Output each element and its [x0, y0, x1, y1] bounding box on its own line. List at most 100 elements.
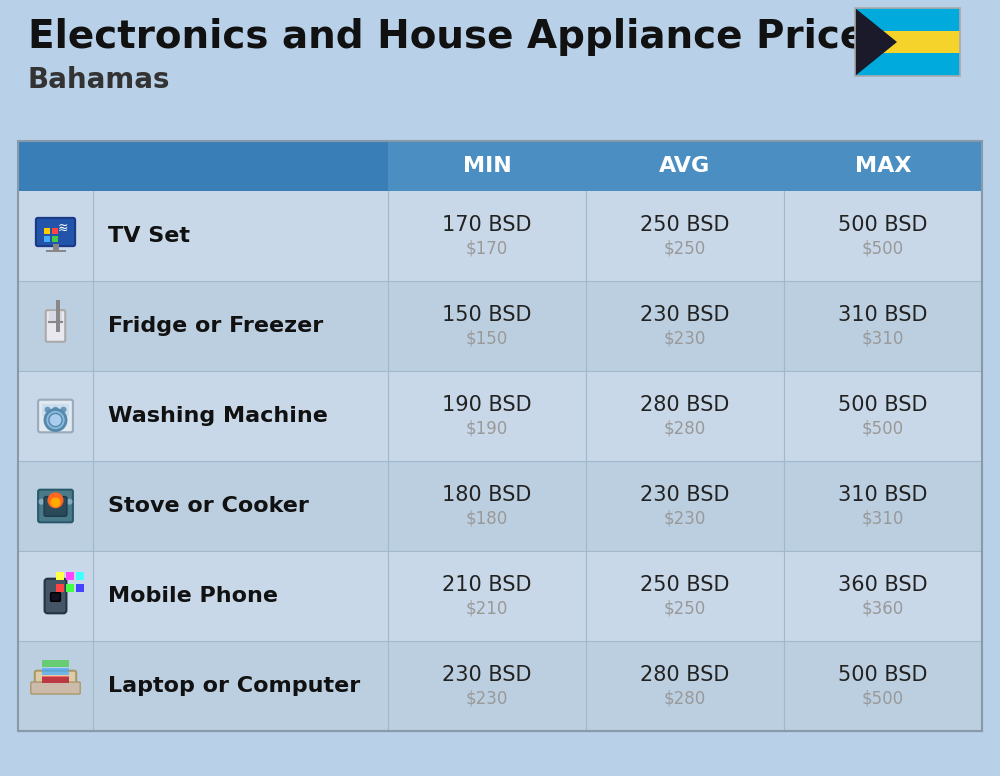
Bar: [42, 404, 69, 416]
Text: 500 BSD: 500 BSD: [838, 665, 928, 685]
Bar: [44, 236, 50, 242]
Text: 170 BSD: 170 BSD: [442, 215, 532, 235]
Bar: [18, 371, 982, 461]
Circle shape: [38, 499, 44, 504]
Text: $250: $250: [664, 240, 706, 258]
Text: ≋: ≋: [58, 221, 68, 234]
Text: $310: $310: [862, 330, 904, 348]
Text: $310: $310: [862, 510, 904, 528]
Text: $500: $500: [862, 690, 904, 708]
Text: Washing Machine: Washing Machine: [108, 406, 328, 426]
Text: 210 BSD: 210 BSD: [442, 575, 532, 595]
FancyBboxPatch shape: [38, 400, 73, 432]
Text: 310 BSD: 310 BSD: [838, 485, 928, 505]
Bar: [18, 461, 982, 551]
Bar: [42, 668, 69, 675]
Text: MAX: MAX: [855, 156, 911, 176]
Bar: [49, 311, 62, 322]
Circle shape: [49, 414, 62, 427]
Text: $230: $230: [664, 510, 706, 528]
Text: 230 BSD: 230 BSD: [640, 485, 730, 505]
Text: Fridge or Freezer: Fridge or Freezer: [108, 316, 323, 336]
Bar: [76, 584, 84, 592]
Text: TV Set: TV Set: [108, 226, 190, 246]
Bar: [44, 228, 50, 234]
Text: 230 BSD: 230 BSD: [442, 665, 532, 685]
Bar: [52, 244, 58, 250]
Circle shape: [45, 410, 66, 431]
Text: Stove or Cooker: Stove or Cooker: [108, 496, 309, 516]
Bar: [18, 281, 982, 371]
Text: 230 BSD: 230 BSD: [640, 305, 730, 325]
Text: $190: $190: [466, 420, 508, 438]
FancyBboxPatch shape: [35, 670, 76, 689]
FancyBboxPatch shape: [31, 682, 80, 694]
Bar: [18, 191, 982, 281]
Circle shape: [66, 499, 72, 504]
Text: $230: $230: [466, 690, 508, 708]
Text: 500 BSD: 500 BSD: [838, 395, 928, 415]
Text: $250: $250: [664, 600, 706, 618]
Bar: [18, 641, 982, 731]
Bar: [18, 551, 982, 641]
Text: 250 BSD: 250 BSD: [640, 575, 730, 595]
Bar: [855, 8, 960, 76]
Text: $360: $360: [862, 600, 904, 618]
Bar: [52, 236, 58, 242]
Bar: [42, 676, 69, 683]
Bar: [18, 141, 982, 731]
Text: 190 BSD: 190 BSD: [442, 395, 532, 415]
Bar: [66, 573, 74, 580]
Text: $280: $280: [664, 690, 706, 708]
Text: 310 BSD: 310 BSD: [838, 305, 928, 325]
Bar: [66, 584, 74, 592]
FancyBboxPatch shape: [46, 310, 65, 341]
FancyBboxPatch shape: [38, 490, 73, 522]
Bar: [855, 54, 960, 76]
Text: AVG: AVG: [659, 156, 711, 176]
FancyBboxPatch shape: [36, 218, 75, 246]
Bar: [56, 300, 60, 314]
Circle shape: [52, 407, 58, 413]
Circle shape: [44, 407, 50, 413]
Text: 180 BSD: 180 BSD: [442, 485, 532, 505]
Text: $180: $180: [466, 510, 508, 528]
Bar: [18, 141, 982, 191]
Text: 500 BSD: 500 BSD: [838, 215, 928, 235]
Circle shape: [58, 499, 64, 504]
Bar: [855, 31, 960, 54]
Text: 150 BSD: 150 BSD: [442, 305, 532, 325]
FancyBboxPatch shape: [44, 497, 67, 516]
Text: 360 BSD: 360 BSD: [838, 575, 928, 595]
Bar: [56, 573, 64, 580]
Bar: [18, 141, 388, 191]
Text: Mobile Phone: Mobile Phone: [108, 586, 278, 606]
FancyBboxPatch shape: [51, 593, 60, 601]
Bar: [42, 677, 69, 683]
Bar: [56, 584, 64, 592]
Bar: [56, 312, 60, 332]
Text: $150: $150: [466, 330, 508, 348]
Text: $500: $500: [862, 420, 904, 438]
Circle shape: [48, 492, 64, 508]
Text: Electronics and House Appliance Prices: Electronics and House Appliance Prices: [28, 18, 889, 56]
Text: $230: $230: [664, 330, 706, 348]
FancyBboxPatch shape: [45, 579, 66, 613]
Bar: [855, 8, 960, 31]
Polygon shape: [855, 8, 897, 76]
Circle shape: [48, 499, 54, 504]
Text: $170: $170: [466, 240, 508, 258]
Bar: [46, 250, 66, 252]
Circle shape: [60, 407, 66, 413]
Text: $500: $500: [862, 240, 904, 258]
Text: 280 BSD: 280 BSD: [640, 665, 730, 685]
Bar: [52, 228, 58, 234]
Text: Bahamas: Bahamas: [28, 66, 170, 94]
Text: 280 BSD: 280 BSD: [640, 395, 730, 415]
Text: Laptop or Computer: Laptop or Computer: [108, 676, 360, 696]
Bar: [42, 660, 69, 667]
Bar: [76, 573, 84, 580]
Text: $280: $280: [664, 420, 706, 438]
Text: $210: $210: [466, 600, 508, 618]
Text: 250 BSD: 250 BSD: [640, 215, 730, 235]
